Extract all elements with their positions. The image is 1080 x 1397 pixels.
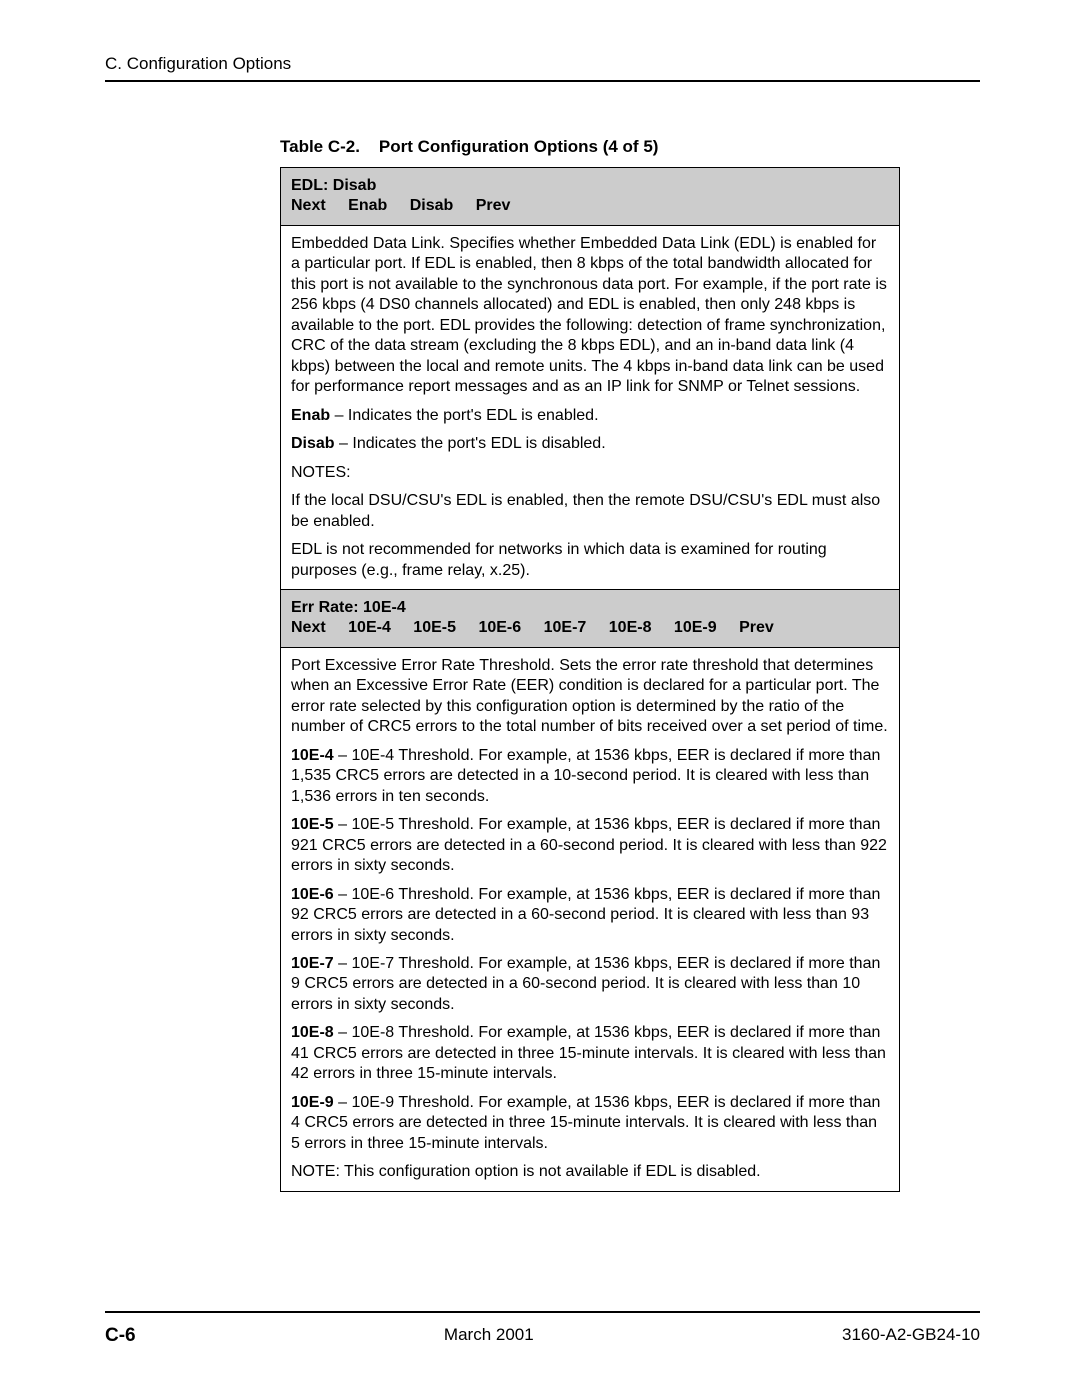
value-label: Enab: [291, 407, 330, 424]
page-footer: C-6 March 2001 3160-A2-GB24-10: [105, 1311, 980, 1347]
option-choice: Enab: [348, 196, 387, 216]
option-body-edl: Embedded Data Link. Specifies whether Em…: [281, 225, 900, 589]
value-label: 10E-8: [291, 1024, 334, 1041]
table-row: Port Excessive Error Rate Threshold. Set…: [281, 647, 900, 1191]
body-paragraph: Enab – Indicates the port's EDL is enabl…: [291, 406, 889, 426]
page-number: C-6: [105, 1325, 136, 1347]
value-text: – 10E-9 Threshold. For example, at 1536 …: [291, 1094, 880, 1152]
option-choices: Next 10E-4 10E-5 10E-6 10E-7 10E-8 10E-9…: [291, 618, 889, 638]
note-text: NOTE: This configuration option is not a…: [291, 1162, 889, 1182]
notes-label: NOTES:: [291, 463, 889, 483]
option-choice: 10E-9: [674, 618, 717, 638]
option-choice: 10E-5: [413, 618, 456, 638]
caption-title: Port Configuration Options (4 of 5): [379, 137, 659, 156]
value-text: – 10E-4 Threshold. For example, at 1536 …: [291, 747, 880, 805]
footer-row: C-6 March 2001 3160-A2-GB24-10: [105, 1325, 980, 1347]
option-title: Err Rate: 10E-4: [291, 598, 889, 618]
option-title: EDL: Disab: [291, 176, 889, 196]
footer-rule: [105, 1311, 980, 1313]
table-caption: Table C-2. Port Configuration Options (4…: [280, 137, 900, 157]
option-choice: Next: [291, 618, 326, 638]
option-choice: 10E-4: [348, 618, 391, 638]
note-text: EDL is not recommended for networks in w…: [291, 540, 889, 581]
value-text: – Indicates the port's EDL is disabled.: [335, 435, 606, 452]
body-paragraph: 10E-8 – 10E-8 Threshold. For example, at…: [291, 1023, 889, 1084]
body-paragraph: 10E-7 – 10E-7 Threshold. For example, at…: [291, 954, 889, 1015]
body-paragraph: Embedded Data Link. Specifies whether Em…: [291, 234, 889, 398]
header-rule: [105, 80, 980, 82]
value-label: 10E-9: [291, 1094, 334, 1111]
page: C. Configuration Options Table C-2. Port…: [0, 0, 1080, 1397]
option-choice: Prev: [739, 618, 774, 638]
option-choice: Disab: [410, 196, 454, 216]
table-row: Err Rate: 10E-4 Next 10E-4 10E-5 10E-6 1…: [281, 589, 900, 647]
option-choice: 10E-6: [478, 618, 521, 638]
value-label: 10E-4: [291, 747, 334, 764]
body-paragraph: 10E-6 – 10E-6 Threshold. For example, at…: [291, 885, 889, 946]
value-text: – 10E-8 Threshold. For example, at 1536 …: [291, 1024, 886, 1082]
footer-date: March 2001: [444, 1325, 534, 1347]
option-choice: 10E-8: [609, 618, 652, 638]
note-text: If the local DSU/CSU's EDL is enabled, t…: [291, 491, 889, 532]
content-area: Table C-2. Port Configuration Options (4…: [280, 137, 900, 1192]
table-row: EDL: Disab Next Enab Disab Prev: [281, 168, 900, 226]
value-label: 10E-5: [291, 816, 334, 833]
option-choices: Next Enab Disab Prev: [291, 196, 889, 216]
value-text: – 10E-5 Threshold. For example, at 1536 …: [291, 816, 887, 874]
option-choice: Prev: [476, 196, 511, 216]
body-paragraph: Disab – Indicates the port's EDL is disa…: [291, 434, 889, 454]
body-paragraph: 10E-4 – 10E-4 Threshold. For example, at…: [291, 746, 889, 807]
option-header-edl: EDL: Disab Next Enab Disab Prev: [281, 168, 900, 226]
page-header: C. Configuration Options: [105, 54, 980, 82]
section-label: C. Configuration Options: [105, 54, 980, 74]
value-label: Disab: [291, 435, 335, 452]
option-choice: Next: [291, 196, 326, 216]
option-body-errrate: Port Excessive Error Rate Threshold. Set…: [281, 647, 900, 1191]
body-paragraph: 10E-5 – 10E-5 Threshold. For example, at…: [291, 815, 889, 876]
value-text: – Indicates the port's EDL is enabled.: [330, 407, 598, 424]
footer-doc-id: 3160-A2-GB24-10: [842, 1325, 980, 1347]
caption-label: Table C-2.: [280, 137, 360, 156]
value-label: 10E-7: [291, 955, 334, 972]
option-header-errrate: Err Rate: 10E-4 Next 10E-4 10E-5 10E-6 1…: [281, 589, 900, 647]
option-choice: 10E-7: [544, 618, 587, 638]
config-table: EDL: Disab Next Enab Disab Prev Embedded…: [280, 167, 900, 1192]
table-row: Embedded Data Link. Specifies whether Em…: [281, 225, 900, 589]
value-label: 10E-6: [291, 886, 334, 903]
body-paragraph: Port Excessive Error Rate Threshold. Set…: [291, 656, 889, 738]
value-text: – 10E-6 Threshold. For example, at 1536 …: [291, 886, 880, 944]
body-paragraph: 10E-9 – 10E-9 Threshold. For example, at…: [291, 1093, 889, 1154]
value-text: – 10E-7 Threshold. For example, at 1536 …: [291, 955, 880, 1013]
